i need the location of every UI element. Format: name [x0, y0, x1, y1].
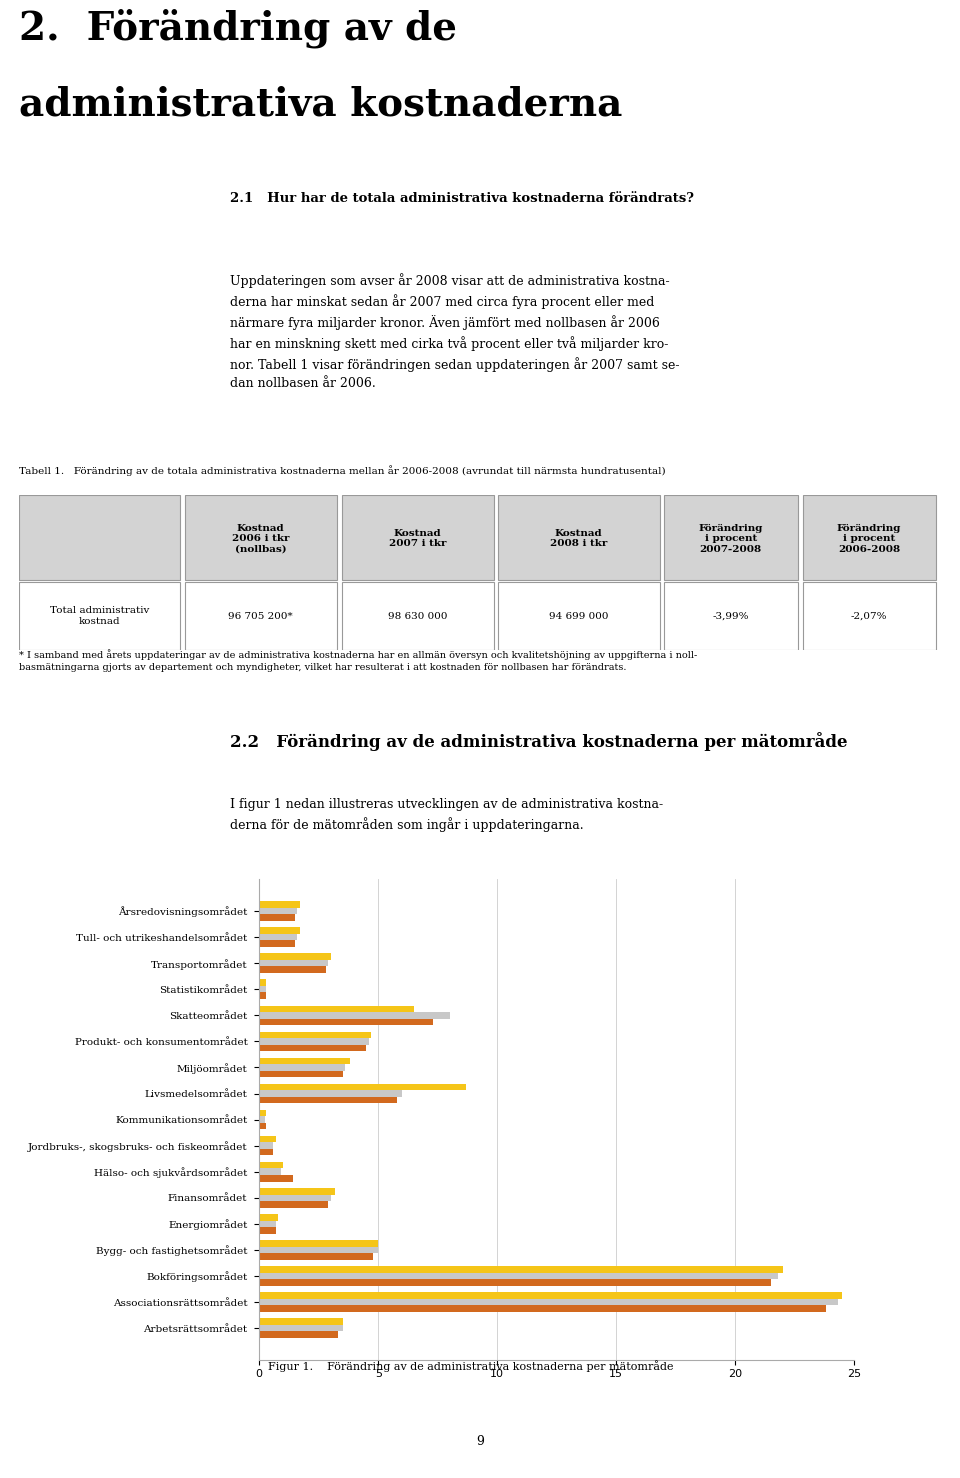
Bar: [259, 927, 300, 934]
Bar: [259, 1012, 449, 1018]
Bar: [259, 1240, 378, 1246]
Bar: [259, 1148, 274, 1156]
Bar: [259, 1318, 343, 1324]
FancyBboxPatch shape: [342, 495, 493, 581]
FancyBboxPatch shape: [803, 495, 936, 581]
Bar: [259, 1267, 783, 1273]
Bar: [259, 1142, 274, 1148]
Bar: [259, 1110, 266, 1116]
Bar: [259, 940, 295, 947]
Text: Tabell 1.   Förändring av de totala administrativa kostnaderna mellan år 2006-20: Tabell 1. Förändring av de totala admini…: [19, 466, 666, 476]
Bar: [259, 1246, 378, 1253]
Text: 96 705 200*: 96 705 200*: [228, 612, 293, 621]
Text: 98 630 000: 98 630 000: [388, 612, 447, 621]
Bar: [259, 1032, 372, 1038]
Text: Total administrativ
kostnad: Total administrativ kostnad: [50, 606, 149, 625]
FancyBboxPatch shape: [803, 582, 936, 650]
FancyBboxPatch shape: [342, 582, 493, 650]
FancyBboxPatch shape: [19, 582, 180, 650]
Text: Kostnad
2006 i tkr
(nollbas): Kostnad 2006 i tkr (nollbas): [232, 523, 289, 553]
Bar: [259, 1324, 343, 1332]
Bar: [259, 1169, 280, 1175]
Bar: [259, 1162, 283, 1169]
Bar: [259, 1175, 293, 1181]
Text: 94 699 000: 94 699 000: [549, 612, 609, 621]
FancyBboxPatch shape: [498, 495, 660, 581]
Bar: [259, 907, 298, 915]
Bar: [259, 1194, 330, 1202]
Bar: [259, 1038, 369, 1045]
Bar: [259, 1305, 826, 1312]
Text: -3,99%: -3,99%: [712, 612, 749, 621]
Bar: [259, 1091, 402, 1097]
Bar: [259, 1058, 349, 1064]
Bar: [259, 1299, 838, 1305]
Text: Figur 1.    Förändring av de administrativa kostnaderna per mätområde: Figur 1. Förändring av de administrativa…: [268, 1360, 674, 1372]
Bar: [259, 1045, 367, 1051]
Bar: [259, 1221, 276, 1227]
Text: * I samband med årets uppdateringar av de administrativa kostnaderna har en allm: * I samband med årets uppdateringar av d…: [19, 649, 698, 672]
Bar: [259, 1116, 265, 1123]
Bar: [259, 1005, 414, 1012]
Text: Kostnad
2007 i tkr: Kostnad 2007 i tkr: [389, 529, 446, 548]
FancyBboxPatch shape: [664, 495, 798, 581]
Text: Förändring
i procent
2006-2008: Förändring i procent 2006-2008: [837, 523, 901, 554]
Bar: [259, 1273, 779, 1280]
Bar: [259, 1070, 343, 1077]
Bar: [259, 1253, 373, 1259]
Bar: [259, 967, 325, 973]
Bar: [259, 1188, 335, 1194]
Text: 2.1   Hur har de totala administrativa kostnaderna förändrats?: 2.1 Hur har de totala administrativa kos…: [230, 192, 694, 205]
Bar: [259, 1332, 338, 1338]
Text: 9: 9: [476, 1435, 484, 1447]
Text: -2,07%: -2,07%: [851, 612, 887, 621]
Text: Uppdateringen som avser år 2008 visar att de administrativa kostna-
derna har mi: Uppdateringen som avser år 2008 visar at…: [230, 273, 680, 390]
Bar: [259, 1064, 345, 1070]
Bar: [259, 1213, 278, 1221]
Bar: [259, 902, 300, 907]
Text: I figur 1 nedan illustreras utvecklingen av de administrativa kostna-
derna för : I figur 1 nedan illustreras utvecklingen…: [230, 798, 663, 832]
Bar: [259, 1227, 276, 1234]
Bar: [259, 1137, 276, 1142]
FancyBboxPatch shape: [19, 495, 180, 581]
Bar: [259, 986, 266, 993]
Bar: [259, 959, 328, 967]
Text: Förändring
i procent
2007-2008: Förändring i procent 2007-2008: [699, 523, 763, 554]
Bar: [259, 1097, 397, 1103]
Text: 2.  Förändring av de: 2. Förändring av de: [19, 9, 457, 49]
Text: administrativa kostnaderna: administrativa kostnaderna: [19, 86, 623, 123]
Text: 2.2   Förändring av de administrativa kostnaderna per mätområde: 2.2 Förändring av de administrativa kost…: [230, 732, 848, 751]
Bar: [259, 993, 266, 999]
Bar: [259, 1083, 467, 1091]
Bar: [259, 1123, 266, 1129]
Bar: [259, 1202, 328, 1208]
Bar: [259, 1292, 843, 1299]
Bar: [259, 980, 266, 986]
Bar: [259, 1018, 433, 1026]
Bar: [259, 915, 295, 921]
FancyBboxPatch shape: [498, 582, 660, 650]
FancyBboxPatch shape: [185, 495, 337, 581]
Text: Kostnad
2008 i tkr: Kostnad 2008 i tkr: [550, 529, 608, 548]
FancyBboxPatch shape: [185, 582, 337, 650]
FancyBboxPatch shape: [664, 582, 798, 650]
Bar: [259, 953, 330, 959]
Bar: [259, 1280, 771, 1286]
Bar: [259, 934, 298, 940]
